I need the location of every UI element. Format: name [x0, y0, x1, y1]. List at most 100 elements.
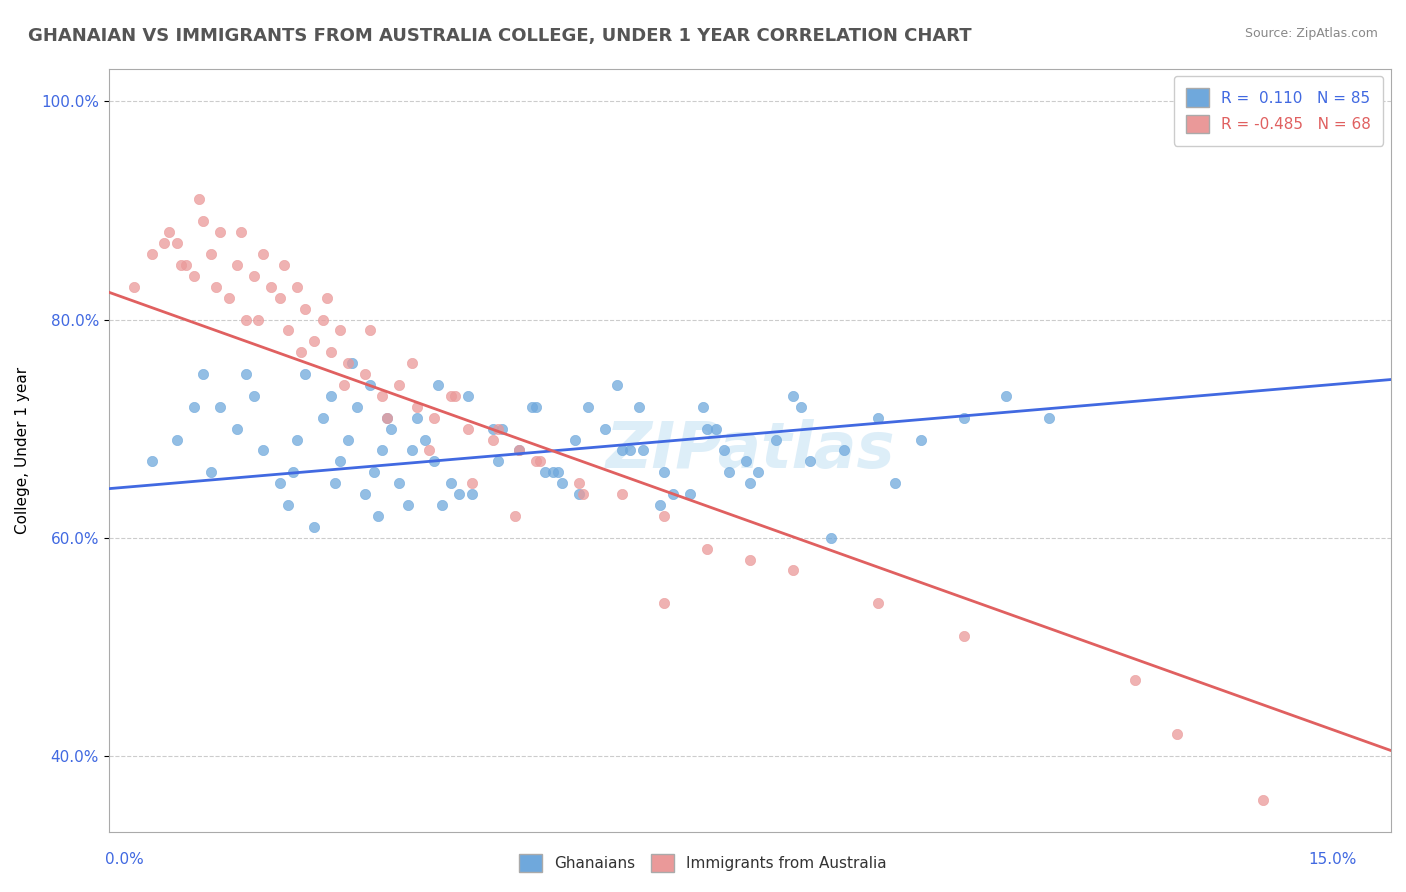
Point — [1251, 792, 1274, 806]
Point — [610, 487, 633, 501]
Point — [187, 193, 209, 207]
Point — [572, 487, 595, 501]
Point — [422, 454, 444, 468]
Point — [482, 433, 505, 447]
Point — [884, 476, 907, 491]
Point — [606, 378, 628, 392]
Point — [704, 422, 727, 436]
Point — [354, 487, 377, 501]
Point — [359, 378, 381, 392]
Point — [243, 268, 266, 283]
Point — [401, 356, 423, 370]
Point — [337, 356, 360, 370]
Point — [440, 476, 463, 491]
Point — [995, 389, 1018, 403]
Point — [1123, 673, 1146, 687]
Point — [1038, 410, 1060, 425]
Point — [482, 422, 505, 436]
Point — [388, 378, 411, 392]
Point — [346, 400, 368, 414]
Point — [820, 531, 842, 545]
Point — [765, 433, 787, 447]
Point — [692, 400, 714, 414]
Point — [413, 433, 436, 447]
Point — [551, 476, 574, 491]
Point — [457, 422, 479, 436]
Point — [375, 410, 398, 425]
Point — [226, 422, 249, 436]
Point — [432, 498, 454, 512]
Point — [183, 268, 205, 283]
Point — [243, 389, 266, 403]
Point — [311, 312, 333, 326]
Point — [520, 400, 543, 414]
Point — [533, 465, 555, 479]
Point — [952, 410, 974, 425]
Point — [910, 433, 932, 447]
Point — [302, 520, 325, 534]
Point — [654, 508, 676, 523]
Point — [208, 400, 231, 414]
Point — [1337, 847, 1360, 862]
Point — [529, 454, 551, 468]
Point — [235, 367, 257, 381]
Point — [269, 476, 291, 491]
Point — [329, 323, 352, 337]
Point — [543, 465, 565, 479]
Point — [260, 279, 283, 293]
Point — [273, 258, 295, 272]
Legend: Ghanaians, Immigrants from Australia: Ghanaians, Immigrants from Australia — [512, 846, 894, 880]
Point — [662, 487, 685, 501]
Point — [405, 410, 427, 425]
Point — [319, 345, 342, 359]
Point — [568, 487, 591, 501]
Point — [277, 498, 299, 512]
Point — [141, 454, 163, 468]
Point — [380, 422, 402, 436]
Point — [191, 214, 214, 228]
Point — [226, 258, 249, 272]
Text: GHANAIAN VS IMMIGRANTS FROM AUSTRALIA COLLEGE, UNDER 1 YEAR CORRELATION CHART: GHANAIAN VS IMMIGRANTS FROM AUSTRALIA CO… — [28, 27, 972, 45]
Point — [337, 433, 360, 447]
Point — [285, 279, 308, 293]
Point — [231, 225, 253, 239]
Point — [319, 389, 342, 403]
Point — [422, 410, 444, 425]
Point — [371, 389, 394, 403]
Point — [524, 400, 547, 414]
Point — [252, 247, 274, 261]
Point — [285, 433, 308, 447]
Point — [166, 236, 188, 251]
Point — [868, 410, 890, 425]
Point — [294, 367, 316, 381]
Point — [734, 454, 756, 468]
Point — [153, 236, 176, 251]
Point — [183, 400, 205, 414]
Point — [418, 443, 440, 458]
Point — [294, 301, 316, 316]
Point — [868, 596, 890, 610]
Point — [329, 454, 352, 468]
Point — [790, 400, 813, 414]
Point — [124, 279, 146, 293]
Point — [375, 410, 398, 425]
Point — [200, 465, 222, 479]
Point — [696, 422, 718, 436]
Point — [564, 433, 586, 447]
Point — [782, 389, 804, 403]
Point — [486, 422, 509, 436]
Point — [576, 400, 599, 414]
Point — [281, 465, 304, 479]
Point — [713, 443, 735, 458]
Point — [486, 454, 509, 468]
Point — [174, 258, 197, 272]
Point — [218, 291, 240, 305]
Point — [204, 279, 226, 293]
Point — [170, 258, 193, 272]
Point — [311, 410, 333, 425]
Point — [363, 465, 385, 479]
Point — [654, 596, 676, 610]
Point — [832, 443, 855, 458]
Point — [593, 422, 616, 436]
Point — [371, 443, 394, 458]
